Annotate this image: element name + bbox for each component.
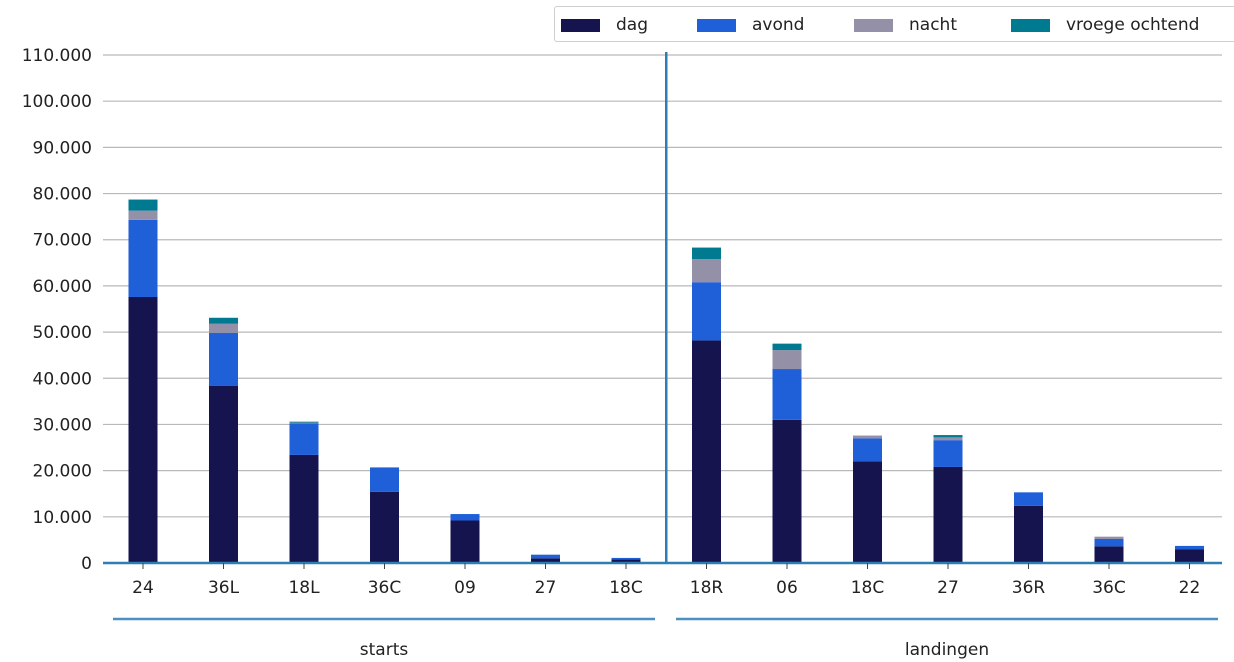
x-tick-label: 18C	[851, 578, 885, 598]
bar-segment	[128, 219, 158, 297]
x-tick-label: 36R	[1012, 578, 1046, 598]
y-tick-label: 0	[81, 554, 92, 574]
bar-segment	[289, 454, 319, 563]
bar-segment	[692, 282, 721, 341]
legend-item-avond: avond	[697, 15, 804, 35]
bar-segment	[370, 467, 399, 492]
group-labels: starts landingen	[113, 617, 1218, 660]
bar-segment	[209, 317, 238, 324]
legend-swatch-vroege-ochtend	[1011, 18, 1050, 32]
bar-segment	[933, 435, 963, 438]
bar-segment	[1094, 546, 1124, 563]
bar-segment	[933, 440, 963, 467]
legend-label-dag: dag	[616, 15, 648, 35]
x-tick-label: 27	[937, 578, 959, 598]
y-tick-label: 10.000	[33, 508, 92, 528]
bar-segment	[1175, 545, 1204, 550]
bar-segment	[128, 199, 158, 211]
legend-label-nacht: nacht	[909, 15, 957, 35]
legend-item-vroege-ochtend: vroege ochtend	[1011, 15, 1199, 35]
bar-segment	[1175, 549, 1204, 563]
legend-swatch-dag	[561, 18, 600, 32]
bar-segment	[450, 520, 480, 563]
x-tick-label: 22	[1179, 578, 1201, 598]
bar-segment	[692, 247, 721, 260]
legend-label-vroege-ochtend: vroege ochtend	[1066, 15, 1200, 35]
x-tick-label: 36L	[208, 578, 240, 598]
y-tick-label: 60.000	[33, 277, 92, 297]
bar-segment	[531, 558, 560, 563]
legend-swatch-nacht	[854, 18, 893, 32]
group-label: landingen	[905, 640, 989, 660]
bar-segment	[1014, 505, 1043, 563]
x-tick-label: 36C	[1092, 578, 1126, 598]
bar-segment	[370, 491, 399, 563]
x-tick-label: 06	[776, 578, 798, 598]
x-tick-label: 36C	[368, 578, 402, 598]
bar-segment	[772, 369, 802, 420]
y-tick-label: 70.000	[33, 231, 92, 251]
y-tick-label: 90.000	[33, 138, 92, 158]
y-tick-label: 40.000	[33, 369, 92, 389]
bar-segment	[692, 259, 721, 283]
x-tick-label: 18C	[609, 578, 643, 598]
y-tick-label: 50.000	[33, 323, 92, 343]
x-tick-label: 18R	[690, 578, 724, 598]
bar-segment	[933, 437, 963, 441]
bar-segment	[209, 333, 238, 386]
bar-segment	[289, 422, 319, 424]
bar-segment	[209, 385, 238, 563]
bar-segment	[209, 323, 238, 334]
x-tick-label: 27	[535, 578, 557, 598]
bar-segment	[772, 419, 802, 563]
y-tick-label: 110.000	[22, 46, 92, 66]
bar-segment	[1094, 538, 1124, 547]
y-axis-ticks: 0 10.000 20.000 30.000 40.000 50.000 60.000 70.…	[22, 46, 92, 574]
bar-segment	[692, 340, 721, 563]
bar-segment	[531, 554, 560, 559]
x-tick-label: 24	[132, 578, 154, 598]
bar-segment	[853, 438, 882, 462]
bar-segment	[853, 461, 882, 563]
bar-segment	[1014, 492, 1043, 506]
bar-segment	[128, 210, 158, 220]
bar-segment	[933, 466, 963, 563]
y-tick-label: 30.000	[33, 415, 92, 435]
gridlines	[103, 54, 1222, 518]
bar-segment	[450, 514, 480, 521]
y-tick-label: 80.000	[33, 185, 92, 205]
legend-swatch-avond	[697, 18, 736, 32]
bar-segment	[289, 421, 319, 423]
bar-segment	[853, 435, 882, 439]
y-tick-label: 100.000	[22, 92, 92, 112]
x-tick-label: 18L	[288, 578, 320, 598]
x-axis-ticks: 24 36L 18L 36C 09 27 18C 18R 06 18C 27 36R 36C 22	[132, 563, 1200, 598]
bar-segment	[611, 559, 641, 563]
bar-segment	[289, 423, 319, 455]
bar-segment	[772, 343, 802, 351]
legend-item-nacht: nacht	[854, 15, 957, 35]
bars	[128, 199, 1204, 563]
legend-label-avond: avond	[752, 15, 805, 35]
legend-item-dag: dag	[561, 15, 648, 35]
y-tick-label: 20.000	[33, 462, 92, 482]
x-tick-label: 09	[454, 578, 476, 598]
legend: dag avond nacht vroege ochtend	[554, 6, 1234, 42]
bar-segment	[772, 350, 802, 370]
bar-segment	[128, 296, 158, 563]
group-label: starts	[360, 640, 409, 660]
bar-segment	[611, 557, 641, 560]
bar-segment	[1094, 536, 1124, 539]
